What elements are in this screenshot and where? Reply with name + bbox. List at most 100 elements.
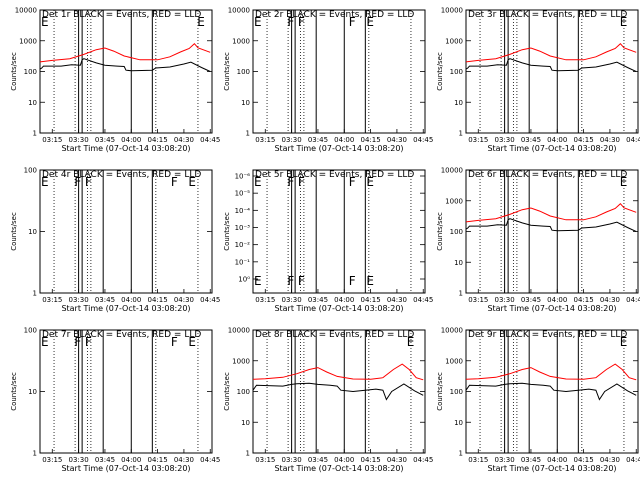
y-tick-label: 10 [454, 419, 463, 427]
annotation-label: E [188, 335, 196, 349]
y-tick-label: 1000 [232, 37, 250, 45]
y-tick-label: 100 [24, 327, 37, 335]
y-tick-label: 100 [450, 68, 463, 76]
series-events [252, 382, 424, 401]
x-tick-label: 04:45 [626, 296, 640, 304]
annotation-label: F [85, 335, 92, 349]
x-tick-label: 04:00 [121, 296, 141, 304]
annotation-label: E [254, 15, 262, 29]
y-tick-label: 1 [33, 290, 37, 298]
panel-det9: Det 9r BLACK = Events, RED = LLD 1 10 100 10… [436, 327, 640, 474]
annotation-label: E [41, 335, 49, 349]
x-tick-label: 03:30 [282, 136, 302, 144]
y-tick-label: 100 [450, 228, 463, 236]
x-tick-label: 04:15 [573, 136, 593, 144]
y-tick-label: 10⁻² [235, 241, 251, 249]
x-tick-label: 04:30 [600, 456, 620, 464]
y-axis-label: Counts/sec [436, 52, 444, 91]
panel-det6: Det 6r BLACK = Events, RED = LLD 1 10 100 10… [436, 167, 640, 314]
panel-title: Det 5r BLACK = Events, RED = LLD [255, 170, 414, 180]
panel-det4: Det 4r BLACK = Events, RED = LLD 1 10 100 03… [10, 167, 220, 314]
x-tick-label: 03:45 [308, 296, 328, 304]
annotation-label: E [41, 175, 49, 189]
y-tick-label: 1 [33, 130, 37, 138]
x-tick-label: 04:45 [413, 296, 433, 304]
y-tick-label: 1 [246, 450, 250, 458]
x-tick-label: 03:30 [495, 296, 515, 304]
annotation-label: E [197, 15, 205, 29]
panel-title: Det 9r BLACK = Events, RED = LLD [468, 330, 627, 340]
x-tick-label: 03:15 [42, 136, 62, 144]
x-tick-label: 03:30 [282, 296, 302, 304]
x-tick-label: 04:45 [626, 136, 640, 144]
panel-det2: Det 2r BLACK = Events, RED = LLD 1 10 100 10… [223, 7, 433, 154]
x-tick-label: 04:45 [413, 136, 433, 144]
annotation-label: F [171, 175, 178, 189]
annotation-label: E [41, 15, 49, 29]
series-events [465, 58, 637, 72]
x-tick-label: 03:45 [308, 456, 328, 464]
y-tick-label: 1 [459, 450, 463, 458]
annotation-label: F [298, 175, 305, 189]
x-tick-label: 03:45 [95, 456, 115, 464]
annotation-label: F [287, 274, 294, 288]
x-tick-label: 04:15 [147, 456, 167, 464]
x-tick-label: 04:00 [121, 456, 141, 464]
x-tick-label: 03:45 [521, 136, 541, 144]
x-tick-label: 04:30 [387, 136, 407, 144]
x-tick-label: 03:15 [42, 456, 62, 464]
x-axis-label: Start Time (07-Oct-14 03:08:20) [61, 144, 190, 153]
panel-det5: Det 5r BLACK = Events, RED = LLD 10⁰ 10⁻¹ 1… [223, 169, 433, 313]
x-tick-label: 04:15 [360, 456, 380, 464]
y-tick-label: 10000 [441, 167, 463, 175]
annotation-label: F [171, 335, 178, 349]
x-tick-label: 04:30 [387, 296, 407, 304]
y-tick-label: 10⁻³ [235, 224, 251, 232]
plot-frame [252, 9, 426, 134]
series-lld [465, 202, 637, 223]
series-events [465, 218, 637, 232]
annotation-label: F [74, 335, 81, 349]
x-tick-label: 04:45 [200, 296, 220, 304]
plot-frame [252, 169, 426, 294]
x-tick-label: 04:30 [174, 136, 194, 144]
y-axis-label: Counts/sec [10, 212, 18, 251]
x-tick-label: 04:45 [200, 136, 220, 144]
y-tick-label: 10⁻¹ [235, 258, 251, 266]
x-tick-label: 03:15 [468, 296, 488, 304]
y-tick-label: 10 [454, 99, 463, 107]
annotation-label: E [254, 274, 262, 288]
y-tick-label: 10 [241, 99, 250, 107]
y-axis-label: Counts/sec [223, 372, 231, 411]
panel-title: Det 1r BLACK = Events, RED = LLD [42, 10, 201, 20]
x-axis-label: Start Time (07-Oct-14 03:08:20) [61, 464, 190, 473]
panel-title: Det 8r BLACK = Events, RED = LLD [255, 330, 414, 340]
y-axis-label: Counts/sec [223, 52, 231, 91]
x-tick-label: 04:00 [121, 136, 141, 144]
x-tick-label: 04:30 [174, 456, 194, 464]
y-tick-label: 1 [459, 130, 463, 138]
plot-frame [465, 329, 639, 454]
annotation-label: F [287, 175, 294, 189]
x-tick-label: 04:00 [334, 296, 354, 304]
y-axis-label: Counts/sec [436, 212, 444, 251]
x-tick-label: 03:15 [468, 136, 488, 144]
series-lld [39, 42, 211, 63]
plot-frame [252, 329, 426, 454]
y-tick-label: 10 [28, 228, 37, 236]
x-tick-label: 04:30 [387, 456, 407, 464]
y-tick-label: 100 [24, 68, 37, 76]
y-tick-label: 10⁻⁶ [235, 173, 251, 181]
x-axis-label: Start Time (07-Oct-14 03:08:20) [274, 464, 403, 473]
plot-frame [465, 9, 639, 134]
annotation-label: E [366, 274, 374, 288]
x-tick-label: 03:45 [95, 136, 115, 144]
x-tick-label: 03:30 [282, 456, 302, 464]
y-axis-label: Counts/sec [10, 372, 18, 411]
plot-frame [39, 169, 213, 294]
x-axis-label: Start Time (07-Oct-14 03:08:20) [487, 464, 616, 473]
annotation-label: E [620, 335, 628, 349]
x-tick-label: 04:30 [174, 296, 194, 304]
x-tick-label: 04:00 [334, 136, 354, 144]
